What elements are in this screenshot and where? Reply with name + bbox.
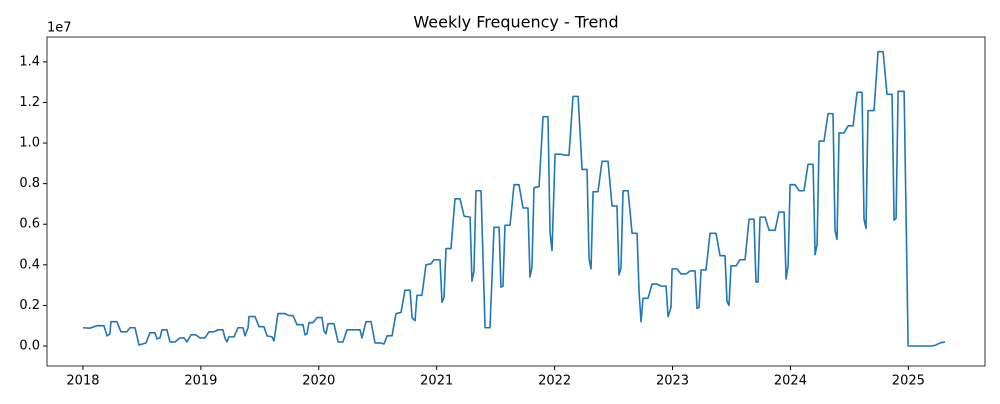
y-tick-label: 0.4	[19, 257, 40, 272]
y-tick-label: 0.2	[19, 298, 40, 313]
x-tick-label: 2024	[774, 374, 807, 389]
y-offset-label: 1e7	[47, 21, 72, 36]
y-tick-label: 0.0	[19, 339, 40, 354]
chart-title: Weekly Frequency - Trend	[413, 13, 618, 32]
x-tick-label: 2025	[892, 374, 925, 389]
y-tick-label: 1.4	[19, 54, 40, 69]
x-tick-label: 2020	[302, 374, 335, 389]
y-tick-label: 0.8	[19, 176, 40, 191]
y-tick-label: 1.2	[19, 95, 40, 110]
x-tick-label: 2018	[66, 374, 99, 389]
y-tick-label: 1.0	[19, 136, 40, 151]
x-tick-label: 2023	[656, 374, 689, 389]
x-tick-label: 2021	[420, 374, 453, 389]
axes-frame	[46, 36, 986, 367]
line	[82, 50, 946, 347]
x-tick-label: 2022	[538, 374, 571, 389]
x-tick-label: 2019	[184, 374, 217, 389]
y-tick-label: 0.6	[19, 217, 40, 232]
